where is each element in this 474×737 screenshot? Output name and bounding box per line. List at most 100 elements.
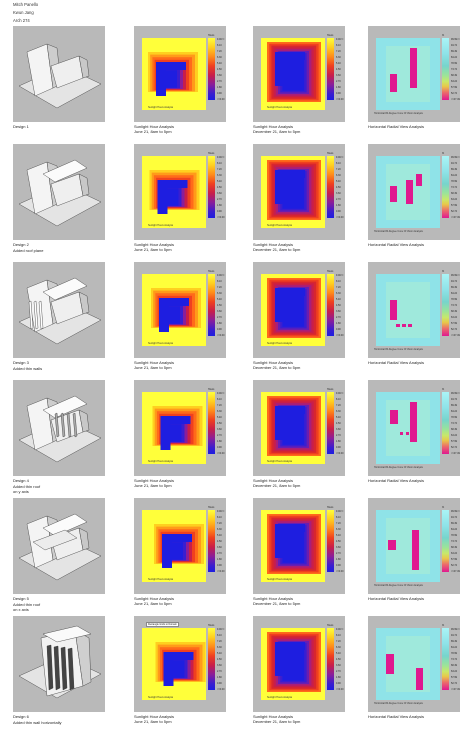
view-obstruction [390, 186, 397, 202]
winter-sunlight-panel: Hours 9.00<= 8.10 7.20 6.30 5.40 4.50 3.60 2.70 1… [253, 616, 345, 712]
sunlight-heatmap [142, 392, 206, 464]
summer-sunlight-panel: Hours 9.00<= 8.10 7.20 6.30 5.40 4.50 3.60 2.70 1… [134, 262, 226, 358]
sunlight-heatmap [261, 38, 325, 110]
legend-tick: 89.49 [451, 404, 457, 407]
legend-tick: 7.20 [217, 522, 222, 525]
legend-tick: 9.00<= [217, 156, 225, 159]
view-obstruction [396, 324, 400, 327]
summer-caption: Sunlight Hour Analysis [134, 242, 175, 247]
view-obstruction [386, 654, 394, 674]
legend-tick: 7.20 [217, 286, 222, 289]
legend-tick: 3.60 [217, 192, 222, 195]
legend-tick: 2.70 [217, 198, 222, 201]
legend-tick: 78.99 [451, 62, 457, 65]
legend-tick: 78.99 [451, 416, 457, 419]
header-name: Mitch Panello [13, 2, 39, 7]
legend-tick: 4.50 [336, 186, 341, 189]
legend-tick: 8.10 [336, 634, 341, 637]
legend-tick: 2.70 [336, 80, 341, 83]
legend-tick: 9.00<= [336, 156, 344, 159]
legend-tick: 89.49 [451, 286, 457, 289]
legend-tick: 3.60 [336, 546, 341, 549]
legend-unit: Hours [327, 624, 334, 627]
legend-tick: 3.60 [336, 310, 341, 313]
legend-tick: 52.74 [451, 564, 457, 567]
legend-tick: 63.24 [451, 552, 457, 555]
legend-tick: 5.40 [336, 298, 341, 301]
winter-caption: December 21, 8am to 5pm [253, 365, 301, 370]
legend-tick: 2.70 [217, 552, 222, 555]
legend-tick: 63.24 [451, 434, 457, 437]
legend-colorbar [327, 510, 334, 572]
legend-tick: 6.30 [217, 292, 222, 295]
legend-tick: 52.74 [451, 328, 457, 331]
legend-tick: 6.30 [336, 646, 341, 649]
summer-caption: June 21, 8am to 5pm [134, 247, 172, 252]
design-subtitle: Added thin wall horizontally [13, 720, 62, 725]
heatmap-band [170, 660, 185, 678]
legend-unit: Hours [208, 388, 215, 391]
heatmap-band [282, 408, 305, 445]
winter-sunlight-panel: Hours 9.00<= 8.10 7.20 6.30 5.40 4.50 3.60 2.70 1… [253, 380, 345, 476]
view-obstruction [416, 174, 422, 186]
sunlight-inner-label: Sunlight Hours Analysis [148, 578, 174, 581]
building-footprint [160, 416, 191, 450]
legend-tick: 63.24 [451, 80, 457, 83]
legend-tick: 1.80 [336, 558, 341, 561]
legend-tick: 73.74 [451, 658, 457, 661]
legend-tick: 6.30 [336, 292, 341, 295]
legend-tick: <=0.00 [217, 334, 225, 337]
legend-tick: <=0.00 [217, 98, 225, 101]
legend-tick: 52.74 [451, 682, 457, 685]
view-caption: Horizontal Radial View Analysis [368, 714, 424, 719]
heatmap-band [282, 290, 305, 327]
legend-tick: 0.90 [217, 446, 222, 449]
heatmap-band [282, 54, 305, 91]
legend-tick: 2.70 [336, 198, 341, 201]
legend-tick: 7.20 [217, 640, 222, 643]
legend-unit: Hours [327, 388, 334, 391]
legend-tick: 1.80 [336, 676, 341, 679]
summer-sunlight-panel: Hours 9.00<= 8.10 7.20 6.30 5.40 4.50 3.60 2.70 1… [134, 616, 226, 712]
legend-tick: 9.00<= [336, 392, 344, 395]
massing-model [18, 159, 102, 227]
legend-tick: 57.99 [451, 676, 457, 679]
sunlight-heatmap [142, 510, 206, 582]
legend-tick: 5.40 [336, 180, 341, 183]
winter-caption: December 21, 8am to 5pm [253, 483, 301, 488]
legend-tick: 6.30 [217, 528, 222, 531]
legend-tick: 84.24 [451, 410, 457, 413]
legend-tick: <=0.00 [336, 334, 344, 337]
building-footprint [157, 180, 188, 214]
legend-tick: 94.74 [451, 44, 457, 47]
winter-caption: Sunlight Hour Analysis [253, 478, 294, 483]
legend-tick: <=47.49 [451, 216, 460, 219]
sunlight-inner-label: Sunlight Hours Analysis [267, 106, 293, 109]
view-heatmap [376, 38, 440, 110]
legend-tick: 3.60 [217, 74, 222, 77]
legend-tick: 7.20 [336, 50, 341, 53]
sunlight-inner-label: Sunlight Hours Analysis [267, 460, 293, 463]
legend-tick: 5.40 [217, 416, 222, 419]
view-heatmap [376, 156, 440, 228]
sunlight-inner-label: Sunlight Hours Analysis [148, 696, 174, 699]
view-panel: % 99.99<= 94.74 89.49 84.24 78.99 73.74 68.49 63… [368, 144, 460, 240]
model-panel [13, 616, 105, 712]
legend-colorbar [208, 38, 215, 100]
winter-caption: December 21, 8am to 5pm [253, 719, 301, 724]
header-professor: Kwun Jang [13, 10, 34, 15]
legend-tick: 7.20 [336, 522, 341, 525]
summer-caption: June 21, 8am to 5pm [134, 483, 172, 488]
legend-tick: 94.74 [451, 516, 457, 519]
heatmap-band [282, 644, 305, 681]
legend-tick: <=47.49 [451, 98, 460, 101]
model-panel [13, 380, 105, 476]
legend-tick: 8.10 [217, 634, 222, 637]
winter-caption: Sunlight Hour Analysis [253, 242, 294, 247]
legend-tick: 89.49 [451, 522, 457, 525]
legend-tick: 94.74 [451, 634, 457, 637]
legend-tick: 68.49 [451, 74, 457, 77]
legend-tick: <=47.49 [451, 452, 460, 455]
legend-tick: 0.90 [217, 682, 222, 685]
winter-caption: December 21, 8am to 5pm [253, 247, 301, 252]
